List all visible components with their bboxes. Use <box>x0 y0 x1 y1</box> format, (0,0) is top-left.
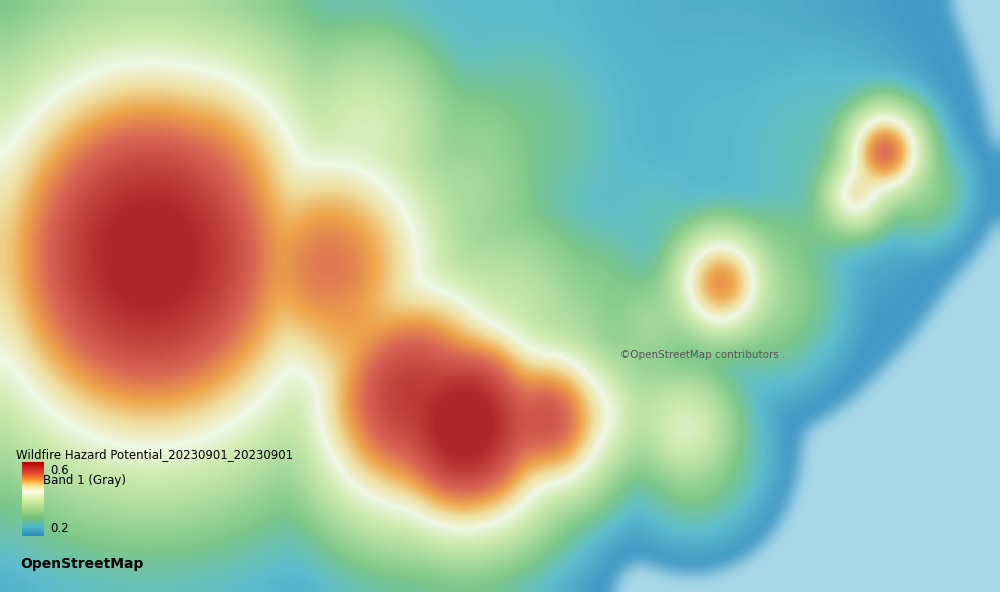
Text: 0.2: 0.2 <box>50 522 69 535</box>
Text: OpenStreetMap: OpenStreetMap <box>20 556 143 571</box>
Text: ©OpenStreetMap contributors .: ©OpenStreetMap contributors . <box>620 350 786 360</box>
Text: Wildfire Hazard Potential_20230901_20230901: Wildfire Hazard Potential_20230901_20230… <box>16 448 293 461</box>
Text: Band 1 (Gray): Band 1 (Gray) <box>43 474 126 487</box>
Text: 0.6: 0.6 <box>50 464 69 477</box>
